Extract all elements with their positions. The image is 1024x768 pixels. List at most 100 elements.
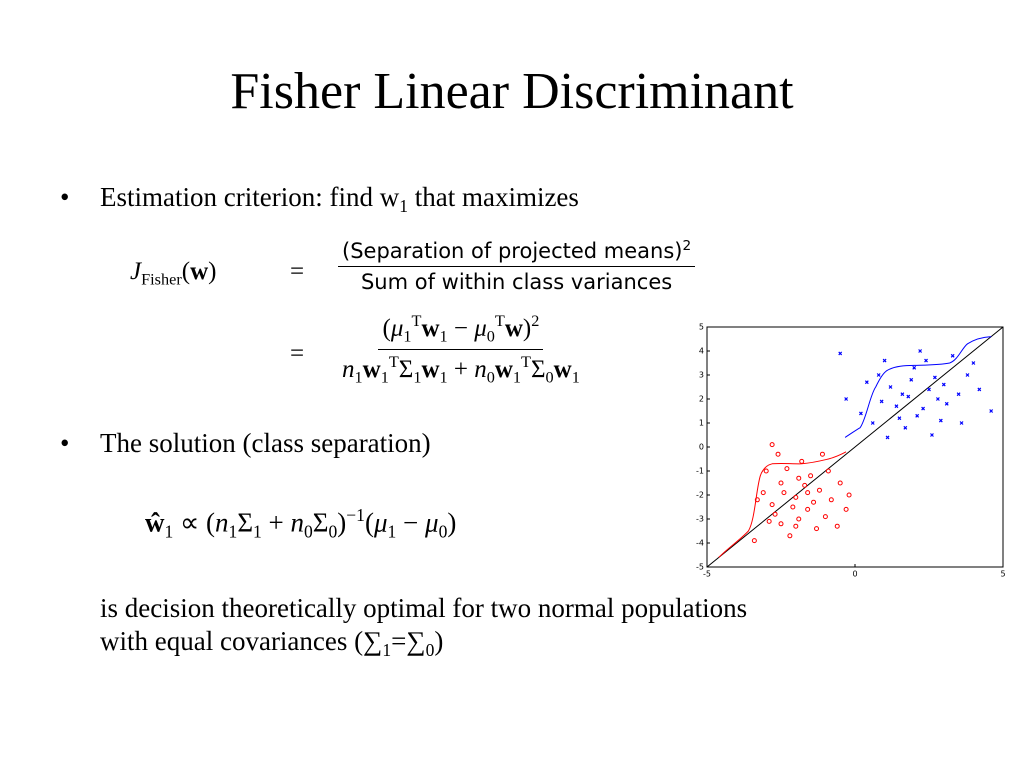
text-segment: 1: [439, 368, 448, 387]
point: [921, 406, 926, 411]
slide-title: Fisher Linear Discriminant: [230, 63, 794, 120]
text-segment: −: [447, 314, 475, 342]
point: [944, 401, 949, 406]
text-segment: ŵ: [145, 507, 165, 538]
y-tick-label: -1: [696, 467, 704, 476]
point: [799, 458, 805, 464]
text-segment: 1: [439, 327, 448, 346]
point: [843, 506, 849, 512]
point: [977, 387, 982, 392]
bullet: The solution (class separation): [60, 428, 431, 459]
point: [790, 504, 796, 510]
text-segment: Σ: [312, 507, 329, 538]
text-segment: μ: [425, 507, 439, 538]
y-tick-label: -2: [696, 491, 704, 500]
text-segment: μ: [373, 507, 388, 538]
point: [808, 473, 814, 479]
point: [915, 413, 920, 418]
fraction-body: (μ1Tw1 − μ0Tw)2 n1w1TΣ1w1 + n0w1TΣ0w1: [338, 312, 584, 388]
text-segment: −1: [346, 505, 365, 525]
point: [822, 514, 828, 520]
fraction: (μ1Tw1 − μ0Tw)2 n1w1TΣ1w1 + n0w1TΣ0w1: [338, 312, 584, 388]
point: [778, 480, 784, 486]
text-segment: ): [434, 626, 444, 656]
point: [965, 373, 970, 377]
numerator: (μ1Tw1 − μ0Tw)2: [378, 312, 544, 351]
text-segment: w: [421, 356, 440, 384]
point: [828, 497, 834, 503]
text-segment: 1: [382, 640, 392, 661]
text-segment: ): [522, 314, 532, 342]
text-segment: μ: [390, 314, 404, 342]
text-segment: 1: [253, 521, 262, 542]
text-segment: 1: [413, 368, 422, 387]
x-tick-label: 5: [1000, 570, 1005, 579]
red-curve: [718, 451, 847, 558]
text-segment: 1: [571, 368, 580, 387]
text-segment: 0: [545, 368, 554, 387]
text-segment: 1: [354, 368, 363, 387]
point: [918, 349, 923, 353]
text-segment: 1: [228, 521, 238, 542]
point: [775, 451, 781, 457]
text-segment: 0: [304, 521, 313, 542]
text-segment: ): [208, 258, 217, 285]
fraction: (Separation of projected means)2 Sum of …: [338, 238, 696, 294]
text-segment: (: [364, 507, 374, 538]
point: [959, 421, 964, 425]
x-tick-label: -5: [703, 570, 711, 579]
point: [950, 353, 955, 358]
bullet: Estimation criterion: find w1 that maxim…: [60, 182, 579, 217]
point: [971, 361, 976, 365]
point: [837, 480, 843, 486]
point: [989, 409, 994, 413]
point: [784, 466, 790, 472]
point: [932, 375, 937, 380]
point: [769, 442, 775, 448]
y-tick-label: 2: [699, 395, 704, 404]
point: [796, 516, 802, 522]
point: [897, 416, 902, 421]
point: [941, 382, 946, 387]
point: [876, 373, 881, 377]
point: [935, 397, 940, 401]
text-segment: n: [215, 507, 229, 538]
point: [844, 397, 849, 401]
point: [879, 399, 884, 404]
text-segment: 2: [682, 238, 692, 254]
point: [802, 482, 808, 488]
point: [751, 538, 757, 544]
point: [870, 421, 875, 425]
text-segment: 1: [164, 521, 174, 542]
text-segment: 2: [531, 312, 540, 330]
text-segment: ): [337, 507, 347, 538]
text-segment: J: [130, 258, 142, 285]
point: [938, 418, 943, 423]
text-segment: T: [388, 353, 399, 372]
text-segment: Σ: [398, 356, 414, 384]
y-tick-label: 4: [699, 347, 704, 356]
text-segment: Σ: [530, 356, 546, 384]
point: [864, 380, 869, 385]
point: [778, 521, 784, 527]
text-segment: that maximizes: [407, 182, 579, 212]
text-segment: Fisher: [141, 270, 182, 289]
point: [888, 385, 893, 389]
point: [882, 358, 887, 363]
point: [769, 502, 775, 508]
point: [793, 494, 799, 500]
point: [858, 411, 863, 416]
text-segment: 0: [486, 327, 495, 346]
text-segment: (: [382, 314, 391, 342]
text-segment: w: [421, 314, 440, 342]
formula-lhs: JFisher(w): [130, 258, 216, 290]
point: [903, 425, 908, 430]
numerator: (Separation of projected means)2: [338, 238, 696, 268]
equals: =: [290, 258, 305, 285]
paragraph-line: is decision theoretically optimal for tw…: [100, 593, 747, 624]
blue-curve: [844, 336, 992, 438]
text-segment: 0: [328, 521, 338, 542]
point: [900, 392, 905, 397]
